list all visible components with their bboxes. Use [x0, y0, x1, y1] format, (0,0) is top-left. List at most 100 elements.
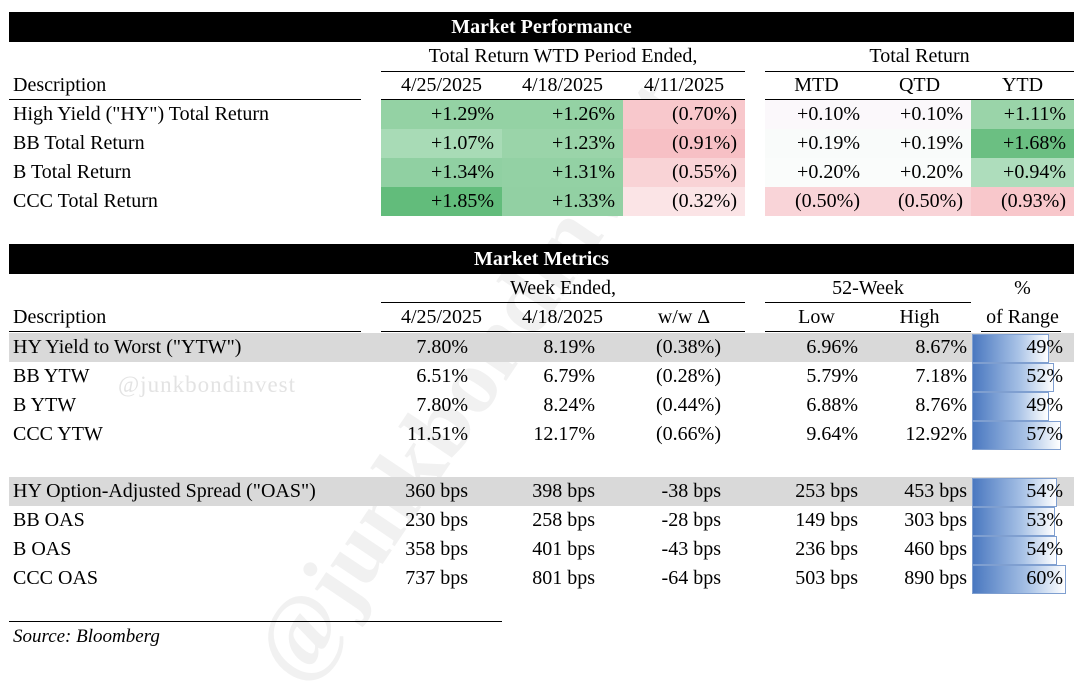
total-return-group-underline	[765, 71, 1074, 72]
perf-cell-value: +1.68%	[1003, 132, 1066, 154]
metrics-col-header-2: 4/18/2025	[521, 306, 604, 328]
metrics-col-header-low: Low	[798, 306, 835, 328]
metrics-header-underline	[9, 331, 361, 332]
pct-range-bar	[972, 478, 1057, 507]
metrics-row-label: HY Option-Adjusted Spread ("OAS")	[13, 480, 316, 502]
pct-range-bar	[972, 392, 1049, 421]
perf-cell-bg	[868, 100, 971, 129]
pct-range-value: 60%	[1026, 567, 1063, 589]
metrics-cell-value: 6.96%	[806, 336, 858, 358]
metrics-col-header-1: 4/25/2025	[400, 306, 483, 328]
metrics-cell-value: 460 bps	[904, 538, 967, 560]
pct-range-bar	[972, 507, 1055, 536]
pct-range-bar	[972, 565, 1066, 594]
metrics-cell-value: 358 bps	[405, 538, 468, 560]
perf-cell-bg	[868, 158, 971, 187]
perf-cell-bg	[502, 158, 623, 187]
metrics-cell-value: 149 bps	[795, 509, 858, 531]
perf-col-header-1: 4/25/2025	[400, 74, 483, 96]
perf-cell-value: +1.85%	[431, 190, 494, 212]
source-note: Source: Bloomberg	[13, 626, 160, 647]
perf-cell-value: +0.10%	[797, 103, 860, 125]
metrics-cell-value: (0.28%)	[656, 365, 721, 387]
perf-cell-value: +0.20%	[900, 161, 963, 183]
perf-cell-bg	[623, 158, 745, 187]
perf-cell-bg	[971, 100, 1074, 129]
metrics-cell-value: -43 bps	[661, 538, 721, 560]
perf-cell-value: (0.91%)	[672, 132, 737, 154]
pct-range-value: 54%	[1026, 480, 1063, 502]
metrics-cell-value: 8.76%	[915, 394, 967, 416]
pct-range-value: 54%	[1026, 538, 1063, 560]
pct-range-value: 49%	[1026, 394, 1063, 416]
metrics-cell-value: 9.64%	[806, 423, 858, 445]
perf-row-label: CCC Total Return	[13, 190, 158, 212]
source-divider	[9, 621, 502, 622]
metrics-cell-value: -28 bps	[661, 509, 721, 531]
perf-cell-value: +1.11%	[1003, 103, 1066, 125]
metrics-header-underline-52	[765, 331, 971, 332]
perf-cell-value: (0.32%)	[672, 190, 737, 212]
perf-cell-value: (0.93%)	[1001, 190, 1066, 212]
perf-col-header-qtd: QTD	[898, 74, 941, 96]
metrics-row-label: B YTW	[13, 394, 77, 416]
metrics-highlight-band	[9, 333, 1074, 362]
metrics-cell-value: 7.80%	[416, 394, 468, 416]
metrics-cell-value: -38 bps	[661, 480, 721, 502]
total-return-group-header: Total Return	[869, 45, 970, 67]
metrics-col-header-delta: w/w Δ	[657, 306, 711, 328]
perf-col-header-ytd: YTD	[1001, 74, 1044, 96]
metrics-header-underline-pct	[981, 331, 1061, 332]
perf-cell-value: +0.94%	[1003, 161, 1066, 183]
metrics-cell-value: 6.79%	[543, 365, 595, 387]
performance-title-bar: Market Performance	[9, 12, 1074, 42]
perf-cell-bg	[971, 158, 1074, 187]
metrics-cell-value: 737 bps	[405, 567, 468, 589]
perf-cell-bg	[971, 187, 1074, 216]
metrics-cell-value: 398 bps	[532, 480, 595, 502]
perf-cell-value: (0.55%)	[672, 161, 737, 183]
metrics-cell-value: 7.80%	[416, 336, 468, 358]
pct-range-bar	[972, 363, 1054, 392]
metrics-cell-value: 6.88%	[806, 394, 858, 416]
perf-cell-value: (0.70%)	[672, 103, 737, 125]
perf-cell-bg	[381, 158, 502, 187]
metrics-cell-value: 360 bps	[405, 480, 468, 502]
perf-cell-value: +1.29%	[431, 103, 494, 125]
metrics-row-label: BB OAS	[13, 509, 85, 531]
perf-desc-header: Description	[13, 74, 107, 96]
metrics-cell-value: -64 bps	[661, 567, 721, 589]
perf-col-header-mtd: MTD	[794, 74, 839, 96]
perf-cell-bg	[623, 187, 745, 216]
perf-cell-bg	[765, 129, 868, 158]
metrics-cell-value: 11.51%	[407, 423, 468, 445]
perf-cell-value: +0.10%	[900, 103, 963, 125]
metrics-cell-value: 12.92%	[905, 423, 967, 445]
perf-cell-bg	[971, 129, 1074, 158]
perf-header-underline	[9, 99, 361, 100]
metrics-cell-value: 303 bps	[904, 509, 967, 531]
perf-cell-value: (0.50%)	[898, 190, 963, 212]
pct-range-value: 53%	[1026, 509, 1063, 531]
perf-cell-bg	[868, 129, 971, 158]
metrics-cell-value: 7.18%	[915, 365, 967, 387]
perf-cell-bg	[623, 129, 745, 158]
week-ended-underline	[381, 302, 745, 303]
wtd-group-header: Total Return WTD Period Ended,	[428, 45, 698, 67]
metrics-desc-header: Description	[13, 306, 107, 328]
metrics-row-label: BB YTW	[13, 365, 90, 387]
perf-cell-value: +1.31%	[552, 161, 615, 183]
perf-cell-bg	[502, 100, 623, 129]
perf-cell-bg	[765, 158, 868, 187]
metrics-title-bar: Market Metrics	[9, 244, 1074, 274]
perf-cell-value: +1.33%	[552, 190, 615, 212]
pct-range-value: 52%	[1026, 365, 1063, 387]
perf-cell-value: (0.50%)	[795, 190, 860, 212]
metrics-row-label: CCC OAS	[13, 567, 99, 589]
perf-cell-bg	[381, 129, 502, 158]
metrics-row-label: B OAS	[13, 538, 72, 560]
pct-range-bar	[972, 536, 1057, 565]
perf-cell-value: +1.26%	[552, 103, 615, 125]
metrics-cell-value: 6.51%	[416, 365, 468, 387]
perf-cell-bg	[623, 100, 745, 129]
